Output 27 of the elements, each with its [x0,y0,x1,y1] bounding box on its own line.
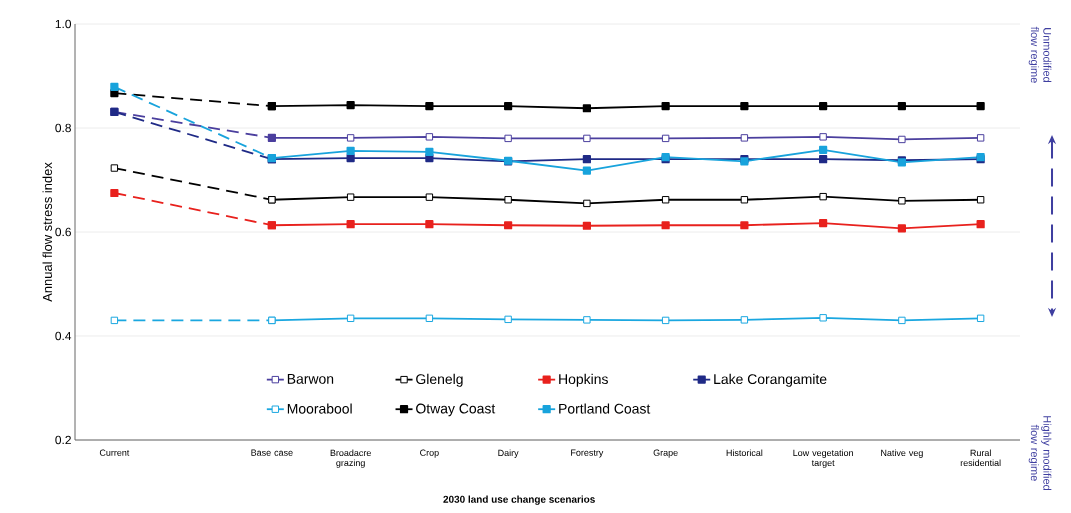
y-tick-label: 0.6 [55,227,71,237]
x-tick-label: Native veg [881,449,923,458]
text: Unmodified flow regime [1028,26,1052,83]
x-tick-label: Historical [726,449,763,457]
legend-label: Moorabool [287,403,352,414]
x-tick-label: Base case [251,449,293,456]
x-tick-label: Rural residential [960,449,1001,467]
y-tick-label: 0.8 [55,123,71,133]
x-axis-title: 2030 land use change scenarios [443,495,595,505]
legend-label: Lake Corangamite [714,373,827,387]
y-tick-label: 0.4 [55,331,72,341]
x-tick-label: Crop [420,449,439,458]
text: Highly modified flow regime [1028,416,1052,491]
x-tick-label: Grape [653,449,678,458]
legend-label: Hopkins [559,373,608,387]
y-tick-label: 0.2 [55,435,71,445]
legend-label: Barwon [287,374,334,384]
x-tick-label: Forestry [571,449,604,458]
legend-label: Portland Coast [559,403,651,414]
y-axis-title: Annual flow stress index [42,162,53,302]
legend-label: Otway Coast [416,403,496,417]
x-tick-label: Low vegetation target [793,449,853,468]
x-tick-label: Broadacre grazing [330,449,371,468]
y-tick-label: 1.0 [55,19,72,29]
x-tick-label: Current [99,449,130,456]
legend-label: Glenelg [416,373,463,387]
x-tick-label: Dairy [498,449,519,458]
